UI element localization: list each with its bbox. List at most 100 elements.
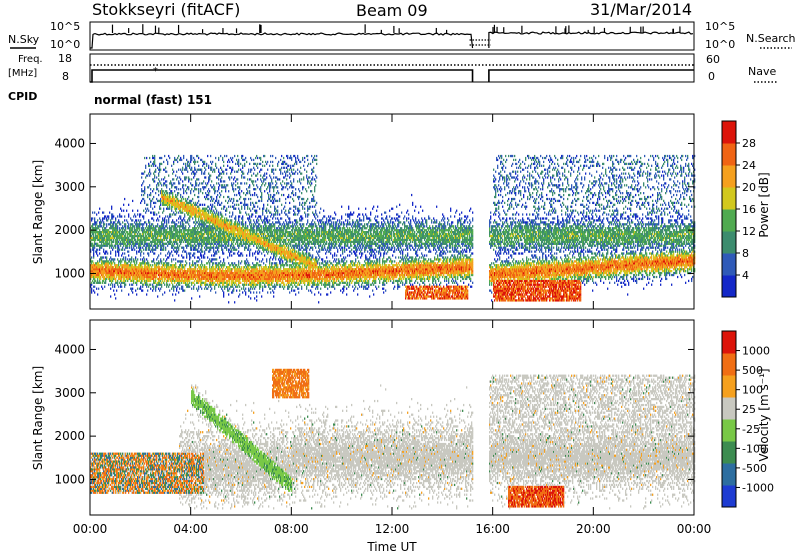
- power-cells-cell: [99, 260, 101, 263]
- power-cells-cell: [138, 250, 140, 253]
- power-cells-cell: [168, 232, 170, 236]
- power-cells-cell: [90, 258, 92, 261]
- power-cells-cell: [132, 242, 134, 245]
- power-cells-cell: [104, 277, 106, 281]
- power-cells-cell: [174, 234, 176, 238]
- power-cells-cell: [156, 219, 158, 222]
- power-cells-cell: [163, 182, 165, 185]
- power-cells-cell: [111, 244, 113, 247]
- power-cells-cell: [124, 225, 126, 228]
- power-cells-cell: [101, 264, 103, 267]
- power-cells-cell: [142, 190, 144, 193]
- power-cells-cell: [137, 275, 139, 279]
- power-cells-cell: [160, 248, 162, 251]
- power-cells-cell: [208, 172, 210, 175]
- power-cells-cell: [124, 223, 126, 226]
- power-cells-cell: [180, 231, 182, 234]
- power-cells-cell: [179, 182, 181, 185]
- power-cells-cell: [160, 240, 162, 244]
- power-cells-cell: [145, 246, 147, 249]
- power-cells-cell: [130, 287, 132, 290]
- power-cells-cell: [173, 270, 175, 273]
- power-cells-cell: [149, 156, 151, 160]
- power-cells-cell: [107, 244, 109, 247]
- power-cells-cell: [123, 258, 125, 261]
- power-cells-cell: [180, 240, 182, 244]
- power-cells-cell: [106, 232, 108, 236]
- power-cells-cell: [164, 199, 166, 203]
- power-cells-cell: [162, 232, 164, 236]
- power-cells-cell: [178, 192, 180, 195]
- power-cells-cell: [137, 225, 139, 228]
- power-cells-cell: [227, 201, 229, 205]
- power-cells-cell: [96, 250, 98, 253]
- power-cells-cell: [120, 277, 122, 281]
- power-cells-cell: [113, 277, 115, 281]
- power-cells-cell: [148, 234, 150, 238]
- power-cells-cell: [241, 207, 243, 210]
- power-cells-cell: [123, 281, 125, 284]
- power-cells-cell: [179, 205, 181, 208]
- power-cells-cell: [103, 260, 105, 263]
- power-cells-cell: [119, 215, 121, 218]
- power-cells-cell: [207, 154, 209, 158]
- power-cells-cell: [117, 236, 119, 240]
- power-cells-cell: [175, 199, 177, 203]
- power-cells-cell: [151, 164, 153, 167]
- power-cells-cell: [169, 199, 171, 203]
- power-cells-cell: [94, 277, 96, 281]
- power-cells-cell: [92, 273, 94, 277]
- power-cells-cell: [242, 254, 244, 257]
- power-cells-cell: [172, 242, 174, 245]
- power-cells-cell: [120, 279, 122, 283]
- power-cells-cell: [176, 170, 178, 173]
- power-cells-cell: [110, 295, 112, 298]
- power-cells-cell: [145, 262, 147, 265]
- power-cells-cell: [212, 203, 214, 206]
- power-cells-cell: [100, 234, 102, 238]
- power-cells-cell: [118, 236, 120, 240]
- power-cells-cell: [113, 270, 115, 273]
- power-cells-cell: [234, 154, 236, 158]
- power-cells-cell: [148, 275, 150, 279]
- power-cells-cell: [169, 225, 171, 228]
- power-cells-cell: [90, 277, 92, 281]
- power-cells-cell: [124, 275, 126, 279]
- power-cells-cell: [125, 264, 127, 267]
- power-cells-cell: [186, 176, 188, 179]
- power-cells-cell: [142, 279, 144, 283]
- power-cells-cell: [110, 223, 112, 226]
- power-cells-cell: [214, 201, 216, 205]
- power-cells-cell: [169, 229, 171, 232]
- power-cells-cell: [207, 182, 209, 185]
- power-cells-cell: [150, 234, 152, 238]
- power-cells-cell: [91, 244, 93, 247]
- power-cells-cell: [251, 168, 253, 171]
- power-cells-cell: [96, 252, 98, 255]
- power-cells-cell: [178, 154, 180, 158]
- power-cells-cell: [241, 182, 243, 185]
- power-cells-cell: [98, 236, 100, 240]
- power-cells-cell: [229, 211, 231, 214]
- power-cells-cell: [174, 197, 176, 201]
- power-cells-cell: [150, 172, 152, 175]
- power-cells-cell: [115, 232, 117, 236]
- power-cells-cell: [177, 193, 179, 197]
- power-cells-cell: [139, 238, 141, 242]
- power-cells-cell: [143, 271, 145, 275]
- nave-label: Nave: [748, 65, 776, 78]
- power-cells-cell: [152, 268, 154, 271]
- power-cells-cell: [102, 244, 104, 247]
- power-cells-cell: [145, 248, 147, 251]
- power-cells-cell: [112, 248, 114, 251]
- power-cells-cell: [154, 162, 156, 166]
- power-cells-cell: [191, 188, 193, 191]
- power-cells-cell: [146, 231, 148, 234]
- power-cells-cell: [111, 262, 113, 265]
- power-cells-cell: [205, 176, 207, 179]
- power-cells-cell: [162, 197, 164, 201]
- power-cells-cell: [175, 201, 177, 205]
- power-cells-cell: [91, 291, 93, 294]
- power-cells-cell: [153, 162, 155, 166]
- power-cells-cell: [104, 285, 106, 288]
